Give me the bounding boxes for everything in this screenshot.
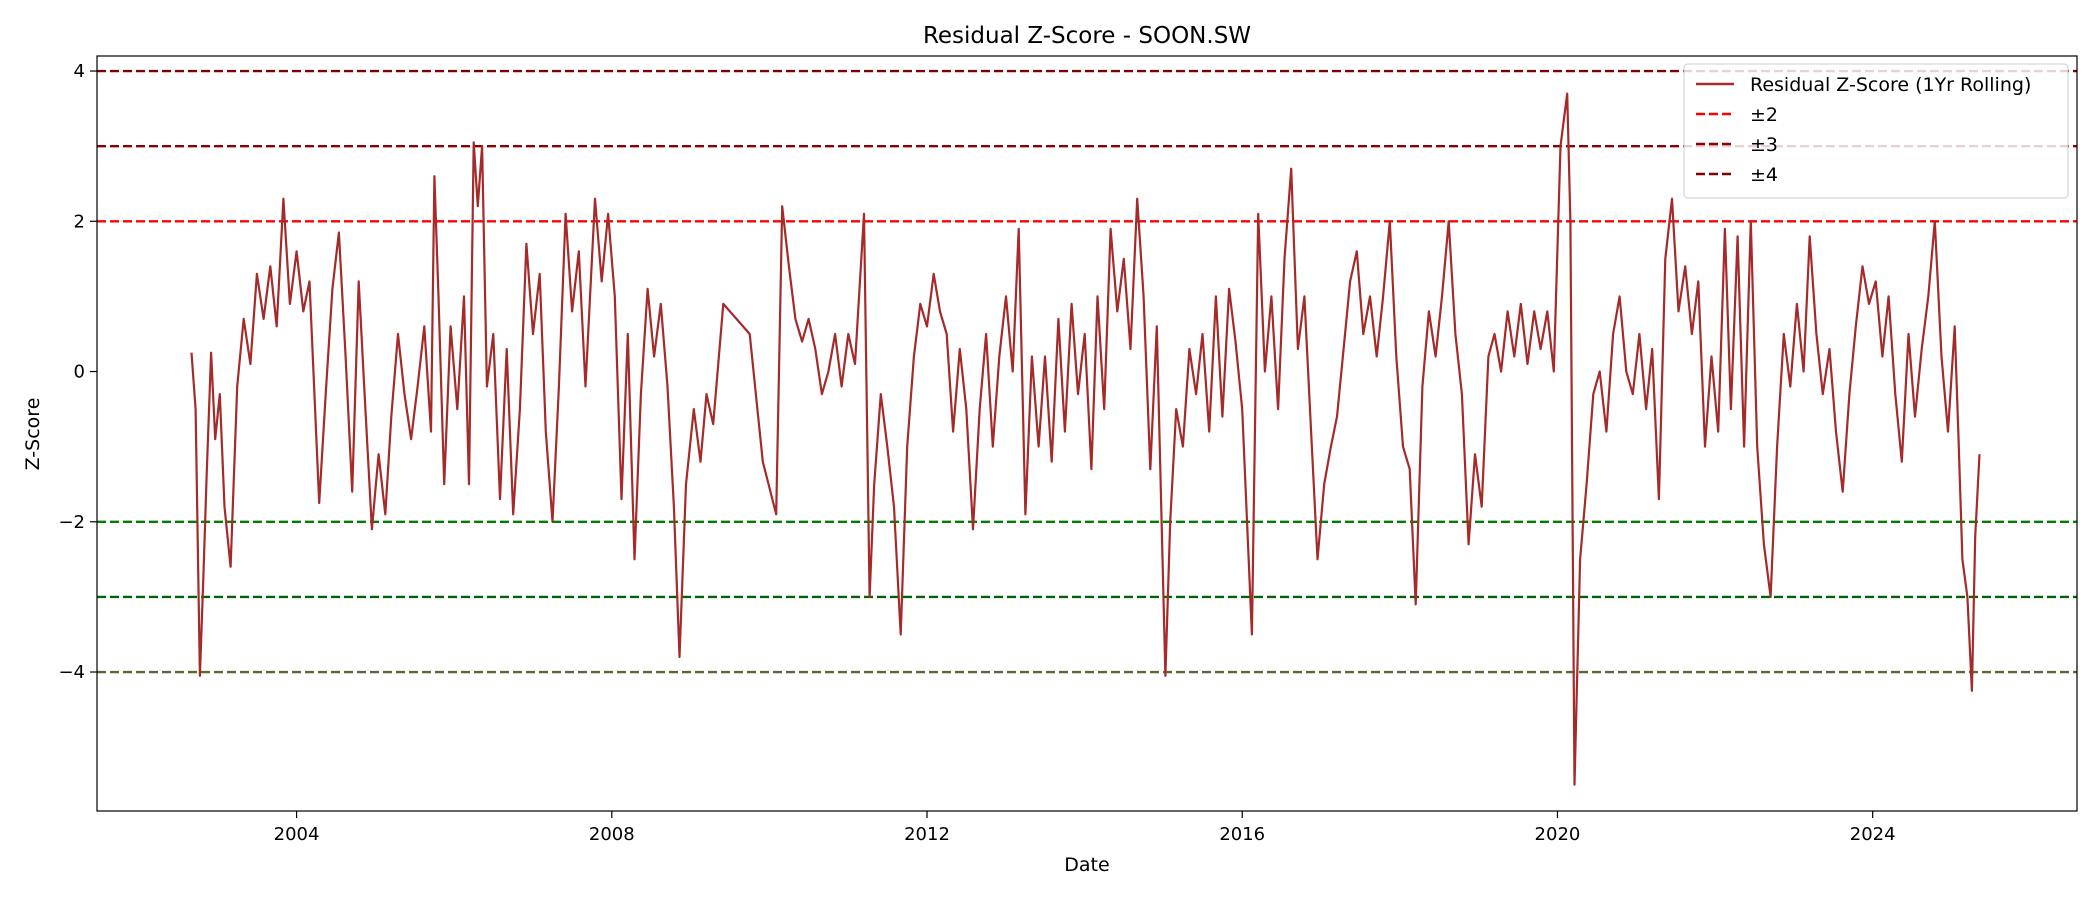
legend-box bbox=[1683, 63, 2069, 199]
x-tick-label-2012: 2012 bbox=[904, 824, 950, 845]
x-tick-label-2008: 2008 bbox=[589, 824, 635, 845]
y-tick-label-4: 4 bbox=[74, 61, 85, 82]
x-tick-label-2024: 2024 bbox=[1850, 824, 1896, 845]
y-tick-label-2: 2 bbox=[74, 211, 85, 232]
threshold-lines bbox=[97, 69, 2077, 674]
y-tick-label--4: −4 bbox=[58, 662, 85, 683]
x-tick-label-2016: 2016 bbox=[1219, 824, 1265, 845]
legend-label-1: ±2 bbox=[1750, 104, 1778, 126]
chart-title: Residual Z-Score - SOON.SW bbox=[923, 23, 1251, 49]
legend: Residual Z-Score (1Yr Rolling) ±2 ±3 ±4 bbox=[1683, 63, 2069, 199]
x-axis-label: Date bbox=[1064, 854, 1109, 876]
x-tick-label-2004: 2004 bbox=[274, 824, 320, 845]
x-tick-label-2020: 2020 bbox=[1535, 824, 1581, 845]
y-axis-label: Z-Score bbox=[22, 398, 44, 471]
legend-label-3: ±4 bbox=[1750, 164, 1778, 186]
y-tick-label-0: 0 bbox=[74, 362, 85, 383]
series-line-residual-zscore bbox=[190, 92, 1981, 786]
y-tick-label--2: −2 bbox=[58, 512, 85, 533]
legend-label-2: ±3 bbox=[1750, 134, 1778, 156]
series-layer bbox=[190, 92, 1981, 786]
plot-frame bbox=[96, 55, 2078, 812]
legend-label-0: Residual Z-Score (1Yr Rolling) bbox=[1750, 74, 2031, 96]
x-axis-ticks: 2004 2008 2012 2016 2020 2024 bbox=[274, 811, 1896, 845]
y-axis-ticks: −4 −2 0 2 4 bbox=[58, 61, 97, 683]
